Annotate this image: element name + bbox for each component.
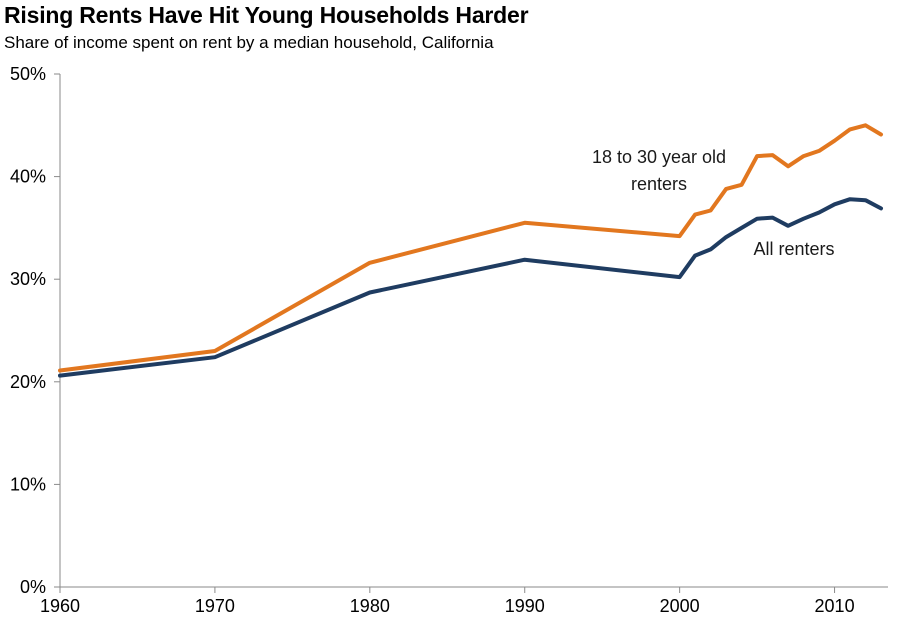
chart-subtitle: Share of income spent on rent by a media… [4, 33, 494, 52]
y-tick-label: 10% [10, 474, 46, 494]
y-tick-label: 0% [20, 577, 46, 597]
x-tick-label: 1970 [195, 596, 235, 616]
x-tick-label: 2000 [660, 596, 700, 616]
series-line-all-renters [58, 197, 883, 378]
page-title: Rising Rents Have Hit Young Households H… [4, 2, 529, 28]
series-line-18-to-30-year-old-renters [58, 123, 883, 373]
y-tick-label: 20% [10, 372, 46, 392]
x-tick-label: 1980 [350, 596, 390, 616]
y-tick-label: 50% [10, 64, 46, 84]
x-tick-label: 1990 [505, 596, 545, 616]
y-tick-label: 30% [10, 269, 46, 289]
x-tick-label: 2010 [815, 596, 855, 616]
young-renters-label: 18 to 30 year old [592, 147, 726, 167]
all-renters-label: All renters [753, 239, 834, 259]
young-renters-label: renters [631, 174, 687, 194]
x-tick-label: 1960 [40, 596, 80, 616]
y-tick-label: 40% [10, 167, 46, 187]
